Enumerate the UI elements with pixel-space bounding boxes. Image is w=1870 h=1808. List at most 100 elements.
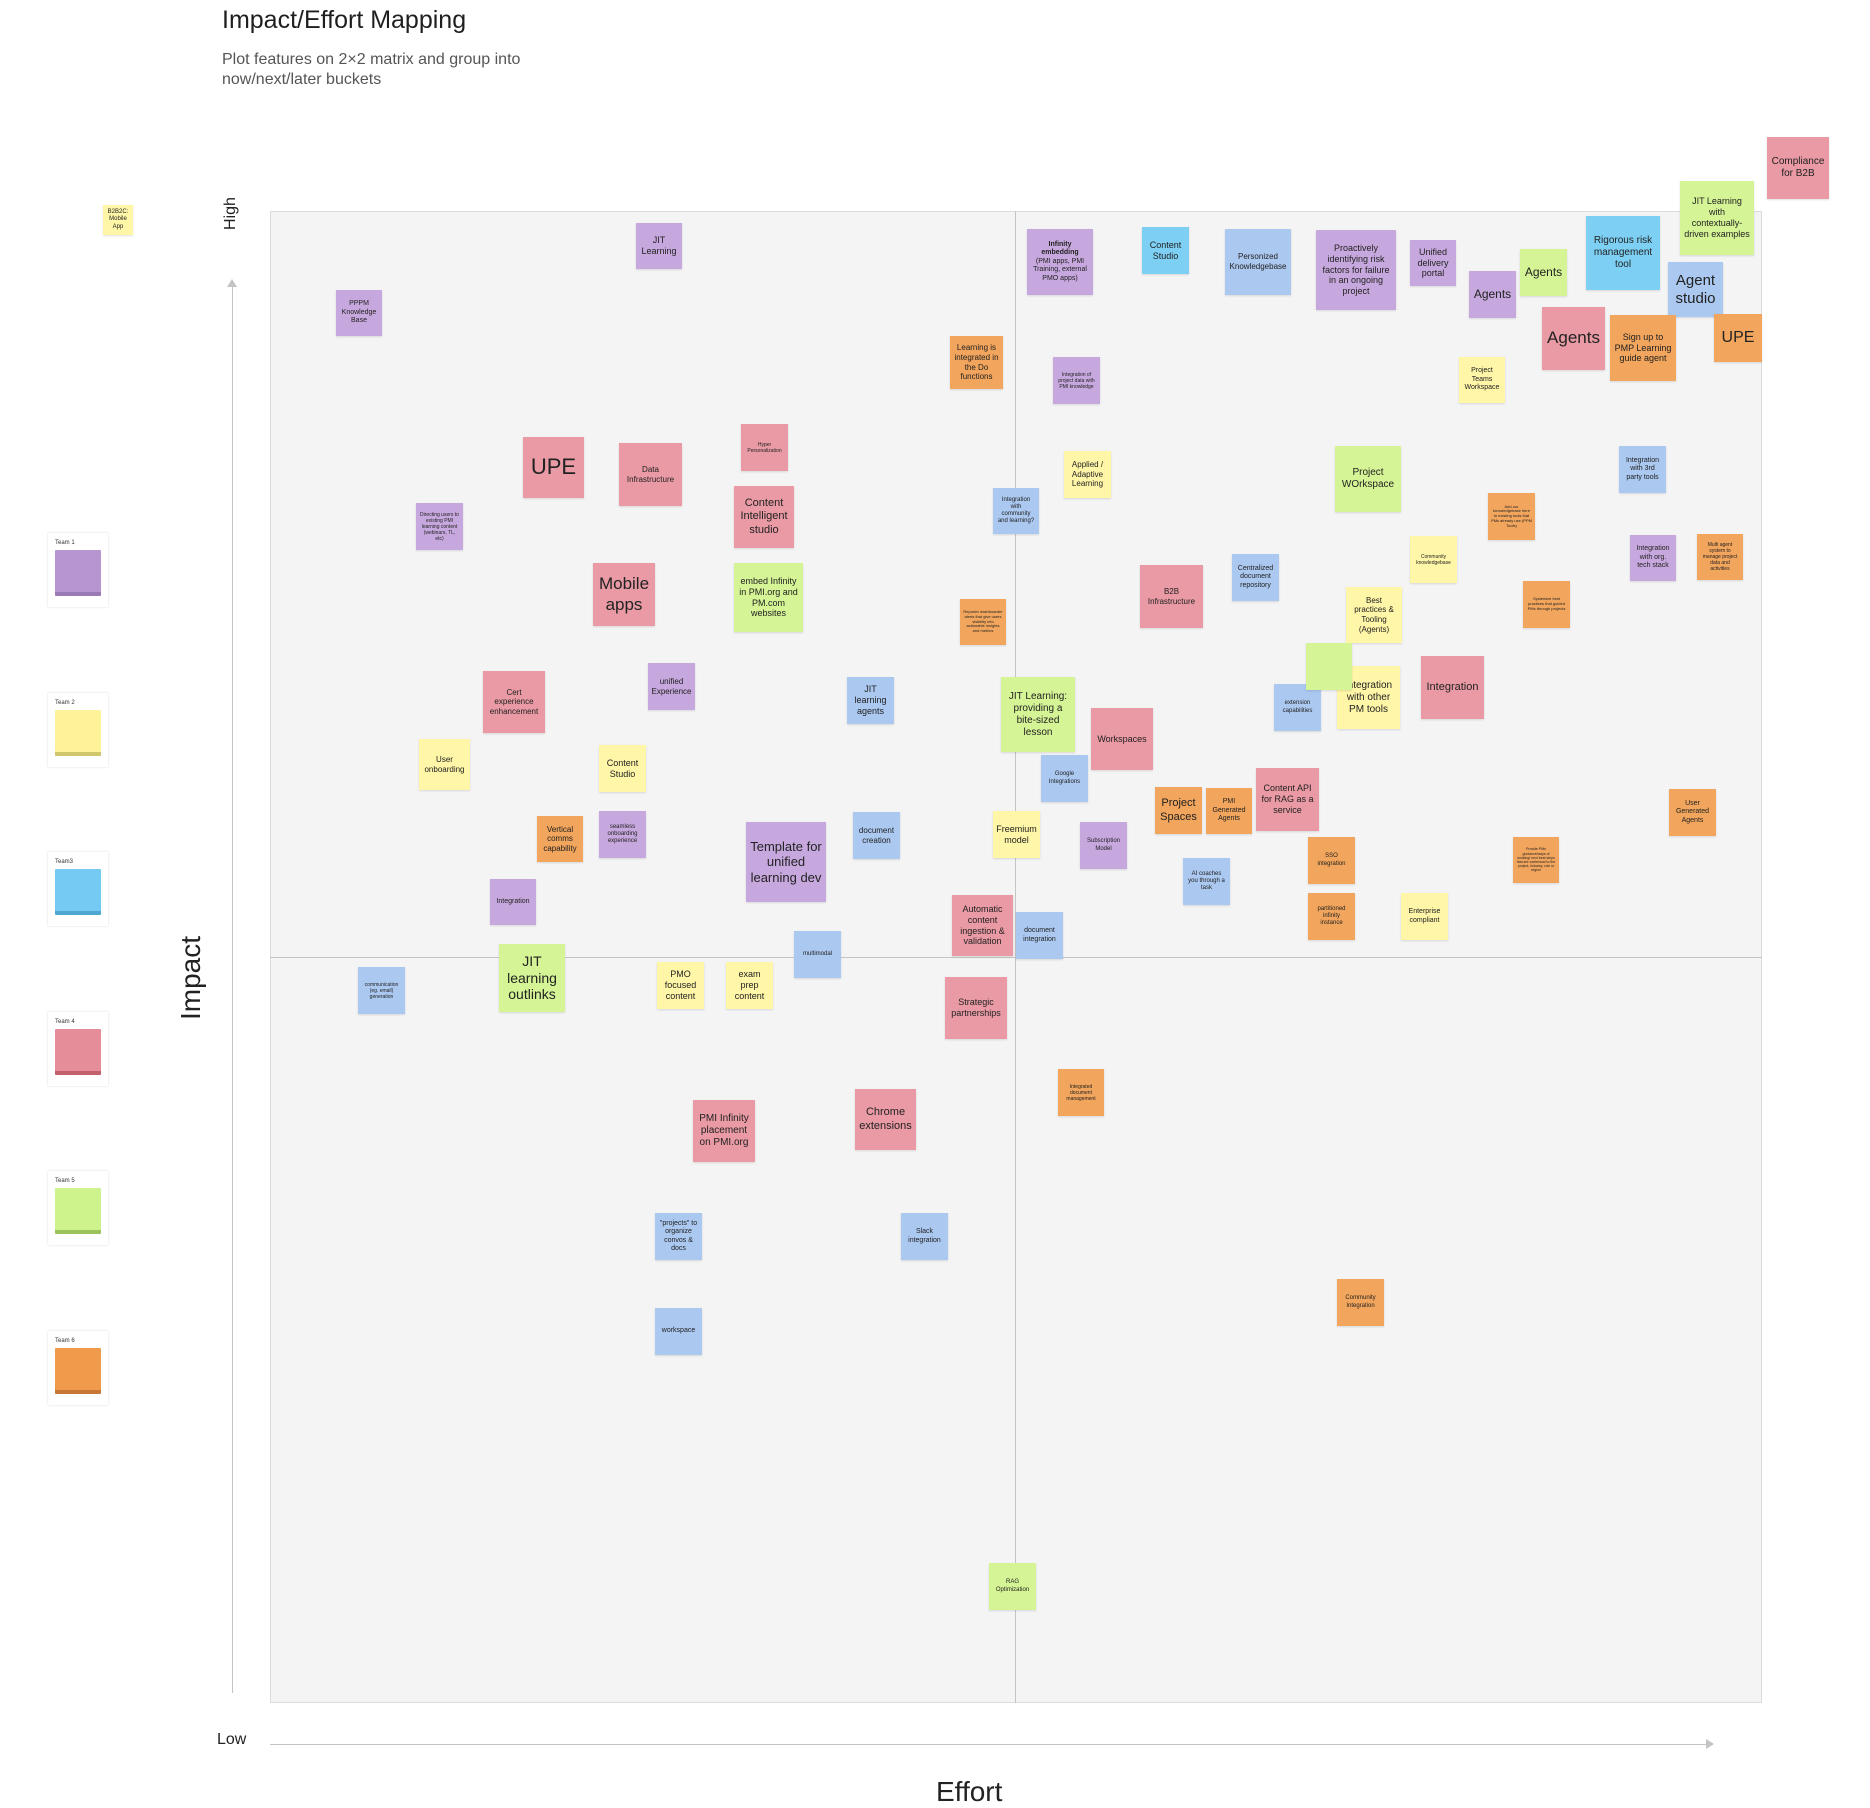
sticky-note[interactable]: Directing users to existing PMI learning… [416,503,463,550]
team-stack-5[interactable]: Team 5 [48,1171,108,1245]
team-stack-3[interactable]: Team3 [48,852,108,926]
sticky-note[interactable] [1306,643,1352,690]
sticky-note[interactable]: Integration of project data with PMI kno… [1053,357,1100,404]
sticky-note[interactable]: Agents [1469,271,1516,318]
sticky-note[interactable]: User Generated Agents [1669,789,1716,836]
sticky-note[interactable]: Project Teams Workspace [1459,357,1505,403]
sticky-note[interactable]: Cert experience enhancement [483,671,545,733]
sticky-note[interactable]: Content Studio [599,745,646,792]
sticky-note[interactable]: SSO integration [1308,837,1355,884]
sticky-note[interactable]: Template for unified learning dev [746,822,826,902]
sticky-note[interactable]: Integration [490,879,536,925]
sticky-note[interactable]: Content Studio [1142,227,1189,274]
sticky-note[interactable]: workspace [655,1308,702,1355]
sticky-note[interactable]: partitioned infinity instance [1308,893,1355,940]
sticky-note[interactable]: Hyper Personalization [741,424,788,471]
sticky-note[interactable]: Chrome extensions [855,1089,916,1150]
sticky-note[interactable]: document integration [1016,912,1063,959]
sticky-note[interactable]: Data Infrastructure [619,443,682,506]
sticky-note[interactable]: JIT Learning with contextually-driven ex… [1680,181,1754,255]
sticky-note[interactable]: document creation [853,812,900,859]
sticky-note[interactable]: PPPM Knowledge Base [336,290,382,336]
sticky-note[interactable]: Freemium model [993,811,1040,858]
sticky-note[interactable]: Project WOrkspace [1335,446,1401,512]
sticky-note[interactable]: Content Intelligent studio [734,486,794,548]
sticky-note[interactable]: JIT Learning: providing a bite-sized les… [1001,677,1075,752]
note-title: Infinity embedding [1041,241,1079,257]
sticky-note[interactable]: Automatic content ingestion & validation [952,895,1013,956]
sticky-note[interactable]: PMI Infinity placement on PMI.org [693,1100,755,1162]
sticky-note[interactable]: UPE [1714,314,1762,362]
sticky-note[interactable]: User onboarding [419,739,470,790]
sticky-note[interactable]: Workspaces [1091,708,1153,770]
sticky-note[interactable]: AI coaches you through a task [1183,858,1230,905]
sticky-note[interactable]: communication (eg. email) generation [358,967,405,1014]
sticky-note[interactable]: JIT learning agents [847,677,894,724]
sticky-note[interactable]: Unified delivery portal [1410,240,1456,286]
team-label: Team 1 [55,540,75,546]
sticky-note[interactable]: Compliance for B2B [1767,137,1829,199]
sticky-note[interactable]: Strategic partnerships [945,977,1007,1039]
sticky-note[interactable]: Agents [1542,307,1605,370]
sticky-note[interactable]: Best practices & Tooling (Agents) [1346,587,1402,643]
sticky-note[interactable]: Systemize best practices that guided PMs… [1523,581,1570,628]
sticky-note[interactable]: Multi agent system to manage project dat… [1697,534,1743,580]
y-axis-arrow-icon [227,279,237,287]
page-subtitle: Plot features on 2×2 matrix and group in… [222,51,521,88]
sticky-note[interactable]: embed Infinity in PMI.org and PM.com web… [734,563,803,632]
sticky-note[interactable]: Integration with community and learning? [993,488,1039,534]
sticky-note[interactable]: Reporter dashboarder alerts that give us… [960,599,1006,645]
sticky-note[interactable]: Integration with org. tech stack [1630,535,1676,581]
team-stack-4[interactable]: Team 4 [48,1012,108,1086]
y-axis-high-label: High [222,197,239,230]
sticky-note[interactable]: Provide PMs guidance/ways of working/ ne… [1513,837,1559,883]
sticky-stack-icon [55,1188,101,1234]
sticky-note[interactable]: RAG Optimization [989,1563,1036,1610]
sticky-note[interactable]: Vertical comms capability [537,816,583,862]
sticky-note[interactable]: Subscription Model [1080,822,1127,869]
sticky-note[interactable]: Community Integration [1337,1279,1384,1326]
team-stack-2[interactable]: Team 2 [48,693,108,767]
sticky-note[interactable]: Applied / Adaptive Learning [1064,451,1111,498]
sticky-note[interactable]: Integration [1421,656,1484,719]
sticky-note[interactable]: multimodal [794,931,841,978]
sticky-note[interactable]: JIT learning outlinks [499,944,565,1012]
sticky-note[interactable]: JIT Learning [636,223,682,269]
sticky-note[interactable]: Rigorous risk management tool [1586,216,1660,290]
sticky-note[interactable]: Mobile apps [593,563,655,626]
sticky-note[interactable]: UPE [523,437,584,498]
team-stack-1[interactable]: Team 1 [48,533,108,607]
sticky-note[interactable]: Slack integration [901,1213,948,1260]
team-stack-6[interactable]: Team 6 [48,1331,108,1405]
sticky-note[interactable]: B2B Infrastructure [1140,565,1203,628]
sticky-note[interactable]: Sign up to PMP Learning guide agent [1610,315,1676,381]
sticky-note[interactable]: Enterprise compliant [1401,893,1448,940]
sticky-note[interactable]: exam prep content [726,962,773,1009]
sticky-note[interactable]: Google Integrations [1041,755,1088,802]
sticky-note[interactable]: "projects" to organize convos & docs [655,1213,702,1260]
sticky-note[interactable]: Agent studio [1668,262,1723,317]
sticky-note[interactable]: Add our knowledgebase here to existing t… [1488,493,1535,540]
sticky-stack-icon [55,550,101,596]
sticky-note[interactable]: Infinity embedding (PMI apps, PMI Traini… [1027,229,1093,295]
sticky-note[interactable]: Centralized document repository [1232,554,1279,601]
sticky-note[interactable]: unified Experience [648,663,695,710]
sticky-note[interactable]: Agents [1520,249,1567,296]
sticky-note[interactable]: seamless onboarding experience [599,811,646,858]
sticky-note[interactable]: B2B2C: Mobile App [103,205,133,235]
sticky-note[interactable]: Community knowledgebase [1410,536,1457,583]
sticky-note[interactable]: PMO focused content [657,962,704,1009]
sticky-note[interactable]: Personized Knowledgebase [1225,229,1291,295]
sticky-note[interactable]: Integration with 3rd party tools [1619,446,1666,493]
sticky-note[interactable]: Integrated document management [1058,1069,1104,1116]
sticky-note[interactable]: Project Spaces [1155,787,1202,834]
sticky-stack-icon [55,1348,101,1394]
sticky-note[interactable]: PMI Generated Agents [1206,788,1252,834]
x-axis-arrow-icon [1706,1739,1714,1749]
sticky-note[interactable]: Learning is integrated in the Do functio… [950,336,1003,389]
sticky-note[interactable]: Proactively identifying risk factors for… [1316,230,1396,310]
sticky-note[interactable]: extension capabilities [1274,684,1321,731]
team-label: Team 5 [55,1178,75,1184]
note-detail: (PMI apps, PMI Training, external PMO ap… [1033,257,1087,282]
sticky-note[interactable]: Content API for RAG as a service [1256,768,1319,831]
